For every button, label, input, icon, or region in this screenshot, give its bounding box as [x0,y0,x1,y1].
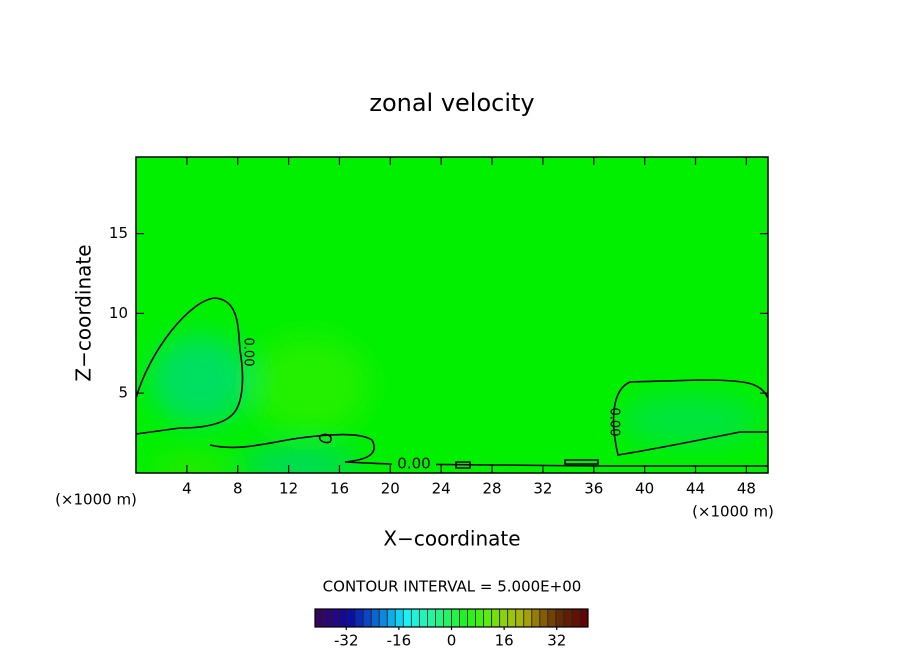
field [136,157,768,473]
x-tick-label: 20 [381,480,400,498]
x-unit-label: (×1000 m) [55,491,137,509]
colorbar-cell [378,608,388,628]
contour-label: 0.00 [397,455,430,473]
colorbar-cell [483,608,493,628]
x-tick-label: 12 [279,480,298,498]
colorbar-cell [571,608,581,628]
colorbar-cell [467,608,476,628]
colorbar-cell [491,608,501,628]
x-tick-label: 40 [635,480,654,498]
colorbar-tick-label: 0 [447,632,457,650]
contour-line [209,433,768,467]
colorbar-cell [443,608,452,628]
x-tick-label: 8 [233,480,243,498]
colorbar-cell [555,608,565,628]
contour-label-bg [392,455,436,471]
x-tick-label: 48 [737,480,756,498]
colorbar-cell [322,608,332,628]
x-axis-label: X−coordinate [383,527,520,551]
contour-label: 0.00 [241,338,256,367]
colorbar-cell [346,608,356,628]
colorbar-cell [410,608,420,628]
y-tick-label: 5 [118,384,128,402]
contour-line [612,379,768,456]
colorbar-cell [579,608,589,628]
colorbar-cell [427,608,436,628]
x-tick-label: 16 [330,480,349,498]
colorbar-cell [418,608,428,628]
colorbar-cell [394,608,404,628]
colorbar-cell [435,608,444,628]
colorbar-cell [475,608,485,628]
colorbar-cell [563,608,573,628]
colorbar-cell [354,608,364,628]
chart-title: zonal velocity [369,89,534,117]
colorbar-cell [370,608,380,628]
colorbar-cell [507,608,517,628]
colorbar-tick-label: 16 [495,632,514,650]
y-tick-label: 10 [109,304,128,322]
colorbar-cell [459,608,468,628]
x-tick-label: 4 [182,480,192,498]
x-tick-label: 24 [432,480,451,498]
plot-frame [135,156,769,474]
colorbar-cell [338,608,348,628]
colorbar-cell [402,608,412,628]
colorbar-tick-label: 32 [547,632,566,650]
colorbar-cell [386,608,396,628]
contour-label: 0.00 [607,408,622,437]
x-tick-label: 44 [686,480,705,498]
colorbar-cell [547,608,557,628]
colorbar-cell [531,608,541,628]
colorbar-cell [330,608,340,628]
colorbar-cell [362,608,372,628]
colorbar-cell [515,608,525,628]
y-axis-label: Z−coordinate [72,244,96,381]
colorbar-cell [451,608,460,628]
colorbar-tick-label: -32 [334,632,359,650]
colorbar-cell [499,608,509,628]
x-tick-label: 36 [584,480,603,498]
contour-line [318,433,599,469]
y-unit-label: (×1000 m) [692,503,774,521]
field-shading [150,335,760,473]
colorbar-cell [539,608,549,628]
colorbar-title: CONTOUR INTERVAL = 5.000E+00 [323,578,582,596]
colorbar-tick-label: -16 [387,632,412,650]
x-tick-label: 28 [483,480,502,498]
x-tick-label: 32 [533,480,552,498]
colorbar-cell [523,608,533,628]
y-tick-label: 15 [109,224,128,242]
contour-line [136,297,244,435]
colorbar-cell [314,608,324,628]
